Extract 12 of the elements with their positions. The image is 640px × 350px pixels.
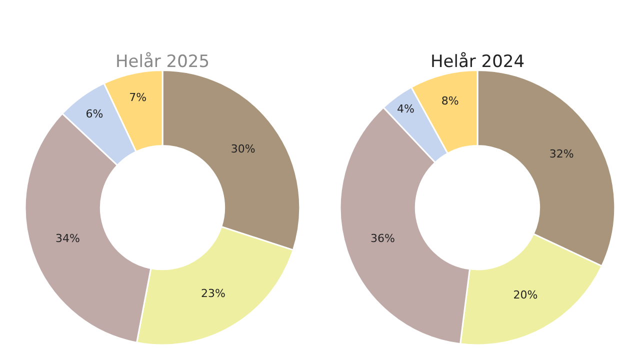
data-label: 6% — [86, 107, 104, 120]
data-label: 30% — [230, 142, 256, 156]
data-label: 36% — [370, 232, 395, 245]
data-label: 8% — [441, 94, 459, 108]
data-label: 4% — [397, 102, 414, 116]
data-label: 20% — [513, 288, 538, 302]
data-label: 34% — [56, 232, 80, 245]
chart-title: Helår 2025 — [115, 52, 210, 72]
data-label: 23% — [200, 286, 226, 300]
data-label: 7% — [129, 91, 147, 104]
chart-title: Helår 2024 — [430, 52, 525, 72]
data-label: 32% — [549, 148, 574, 161]
